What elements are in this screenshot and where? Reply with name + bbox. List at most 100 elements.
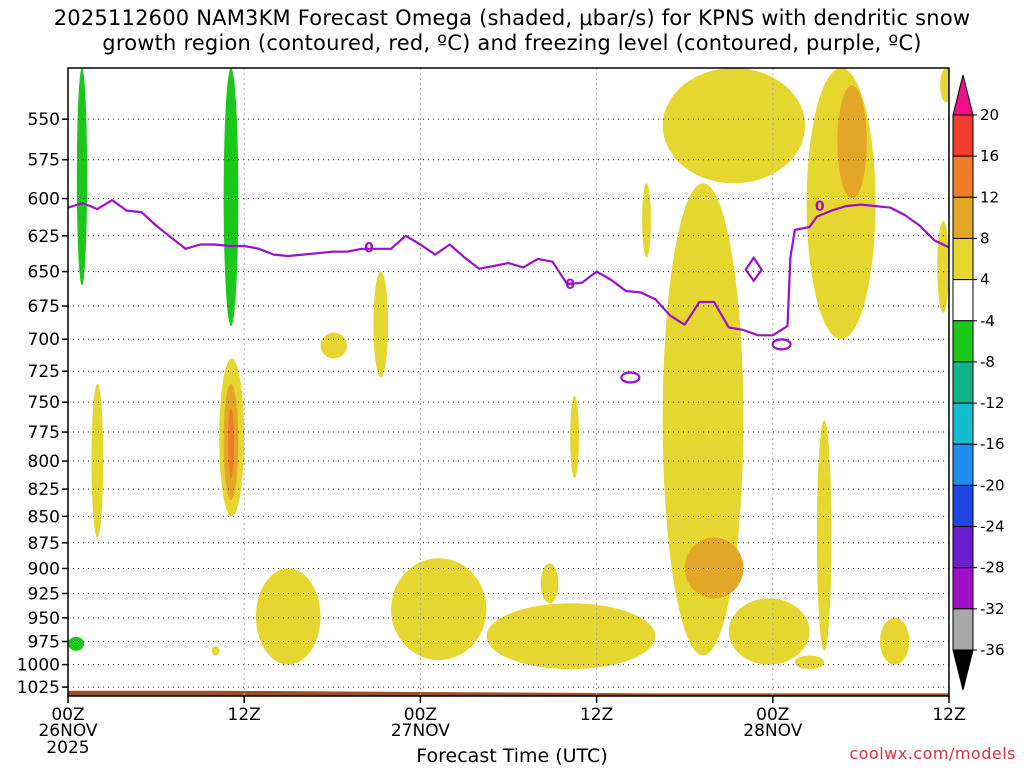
chart-title-line-2: growth region (contoured, red, ºC) and f… xyxy=(102,31,922,55)
colorbar-label: -8 xyxy=(980,353,995,371)
colorbar-box xyxy=(952,196,974,239)
omega-shading-layer xyxy=(68,68,949,696)
colorbar-label: -32 xyxy=(980,600,1005,618)
omega-region-4-8 xyxy=(320,332,347,359)
x-tick-label: 00Z xyxy=(404,705,437,725)
omega-region-4-10 xyxy=(662,68,806,184)
x-tick-label: 12Z xyxy=(228,705,261,725)
colorbar-box xyxy=(952,484,974,528)
omega-region-4-26 xyxy=(211,646,220,656)
omega-region-4-21 xyxy=(540,563,559,604)
freezing-level-label: 0 xyxy=(364,240,374,256)
colorbar-label: 16 xyxy=(980,147,999,165)
x-tick-label: 12Z xyxy=(580,705,613,725)
colorbar-label: -28 xyxy=(980,559,1005,577)
x-date-label: 28NOV xyxy=(743,721,802,741)
y-tick-label: 800 xyxy=(28,452,60,472)
freezing-level-island xyxy=(620,371,641,384)
axes-layer: 550 575 600 625 650 675 700 725 750 775 800 825 850 8… xyxy=(17,67,966,758)
colorbar-label: 8 xyxy=(980,229,990,247)
colorbar-label: 12 xyxy=(980,188,999,206)
source-credit[interactable]: coolwx.com/models xyxy=(849,744,1016,763)
x-tick-label: 00Z xyxy=(51,705,84,725)
colorbar: 20 16 12 8 4 -4 -8 -12 -16 -20 -24 -28 -32 -36 xyxy=(952,74,1005,691)
omega-region-4-22 xyxy=(728,598,810,665)
colorbar-label: 20 xyxy=(980,106,999,124)
omega-region-4-15 xyxy=(940,68,949,103)
omega-region-4-24 xyxy=(879,617,910,665)
omega-region-4-18 xyxy=(255,568,321,665)
y-tick-label: 950 xyxy=(28,609,60,629)
omega-region-4-23 xyxy=(816,420,832,651)
colorbar-box xyxy=(952,320,974,363)
x-year-label: 2025 xyxy=(46,738,89,758)
freezing-level-label: 0 xyxy=(815,199,825,215)
y-tick-label: 650 xyxy=(28,263,60,283)
colorbar-label: -24 xyxy=(980,518,1005,536)
omega-region--8-1 xyxy=(223,68,239,327)
y-tick-label: 725 xyxy=(28,362,60,382)
x-date-label: 27NOV xyxy=(391,721,450,741)
colorbar-box xyxy=(952,114,974,157)
y-tick-label: 600 xyxy=(28,190,60,210)
colorbar-max-triangle xyxy=(952,74,974,116)
y-tick-label: 750 xyxy=(28,393,60,413)
freezing-level-label: 0 xyxy=(565,277,575,293)
colorbar-box xyxy=(952,567,974,610)
colorbar-box xyxy=(952,608,974,651)
y-tick-label: 875 xyxy=(28,534,60,554)
omega-region--8-0 xyxy=(76,68,88,286)
y-tick-label: 900 xyxy=(28,559,60,579)
omega-region-4-9 xyxy=(570,396,579,478)
colorbar-label: -12 xyxy=(980,394,1005,412)
y-tick-label: 1000 xyxy=(17,656,60,676)
y-tick-label: 925 xyxy=(28,584,60,604)
colorbar-label: -4 xyxy=(980,312,995,330)
omega-region-12-5 xyxy=(228,408,234,478)
y-tick-label: 575 xyxy=(28,151,60,171)
colorbar-box xyxy=(952,443,974,486)
omega-region-4-6 xyxy=(91,383,104,538)
colorbar-box xyxy=(952,237,974,281)
y-tick-label: 1025 xyxy=(17,678,60,698)
omega-region-4-25 xyxy=(794,655,825,670)
freezing-level-layer: 0 0 0 xyxy=(68,199,949,384)
colorbar-label: -36 xyxy=(980,641,1005,659)
omega-region-4-11 xyxy=(662,183,744,656)
omega-region--8-2 xyxy=(68,636,85,651)
chart-title-line-1: 2025112600 NAM3KM Forecast Omega (shaded… xyxy=(53,6,971,30)
colorbar-label: -16 xyxy=(980,435,1005,453)
y-tick-label: 675 xyxy=(28,297,60,317)
surface-ground xyxy=(68,690,949,696)
colorbar-box xyxy=(952,361,974,404)
freezing-level-island xyxy=(744,255,764,283)
plot-frame xyxy=(67,67,950,697)
freezing-level-island xyxy=(771,338,792,351)
omega-region-4-19 xyxy=(391,558,487,661)
x-tick-label: 12Z xyxy=(932,705,965,725)
colorbar-box xyxy=(952,526,974,569)
omega-region-8-14 xyxy=(837,85,867,199)
y-tick-label: 625 xyxy=(28,227,60,247)
y-tick-label: 550 xyxy=(28,110,60,130)
omega-region-4-7 xyxy=(373,271,389,378)
y-tick-label: 850 xyxy=(28,507,60,527)
colorbar-label: 4 xyxy=(980,271,990,289)
omega-region-4-20 xyxy=(486,603,656,670)
x-tick-label: 00Z xyxy=(756,705,789,725)
x-date-label: 26NOV xyxy=(38,721,97,741)
omega-region-8-12 xyxy=(684,537,744,599)
colorbar-box xyxy=(952,402,974,445)
y-tick-label: 700 xyxy=(28,330,60,350)
freezing-level-line xyxy=(68,199,949,337)
omega-region-4-17 xyxy=(642,183,651,258)
y-tick-label: 825 xyxy=(28,480,60,500)
colorbar-box xyxy=(952,155,974,198)
omega-region-4-16 xyxy=(937,221,949,313)
grid-layer xyxy=(68,68,949,696)
colorbar-label: -20 xyxy=(980,476,1005,494)
colorbar-min-triangle xyxy=(952,649,974,691)
x-axis-label: Forecast Time (UTC) xyxy=(416,745,608,767)
y-tick-label: 975 xyxy=(28,633,60,653)
